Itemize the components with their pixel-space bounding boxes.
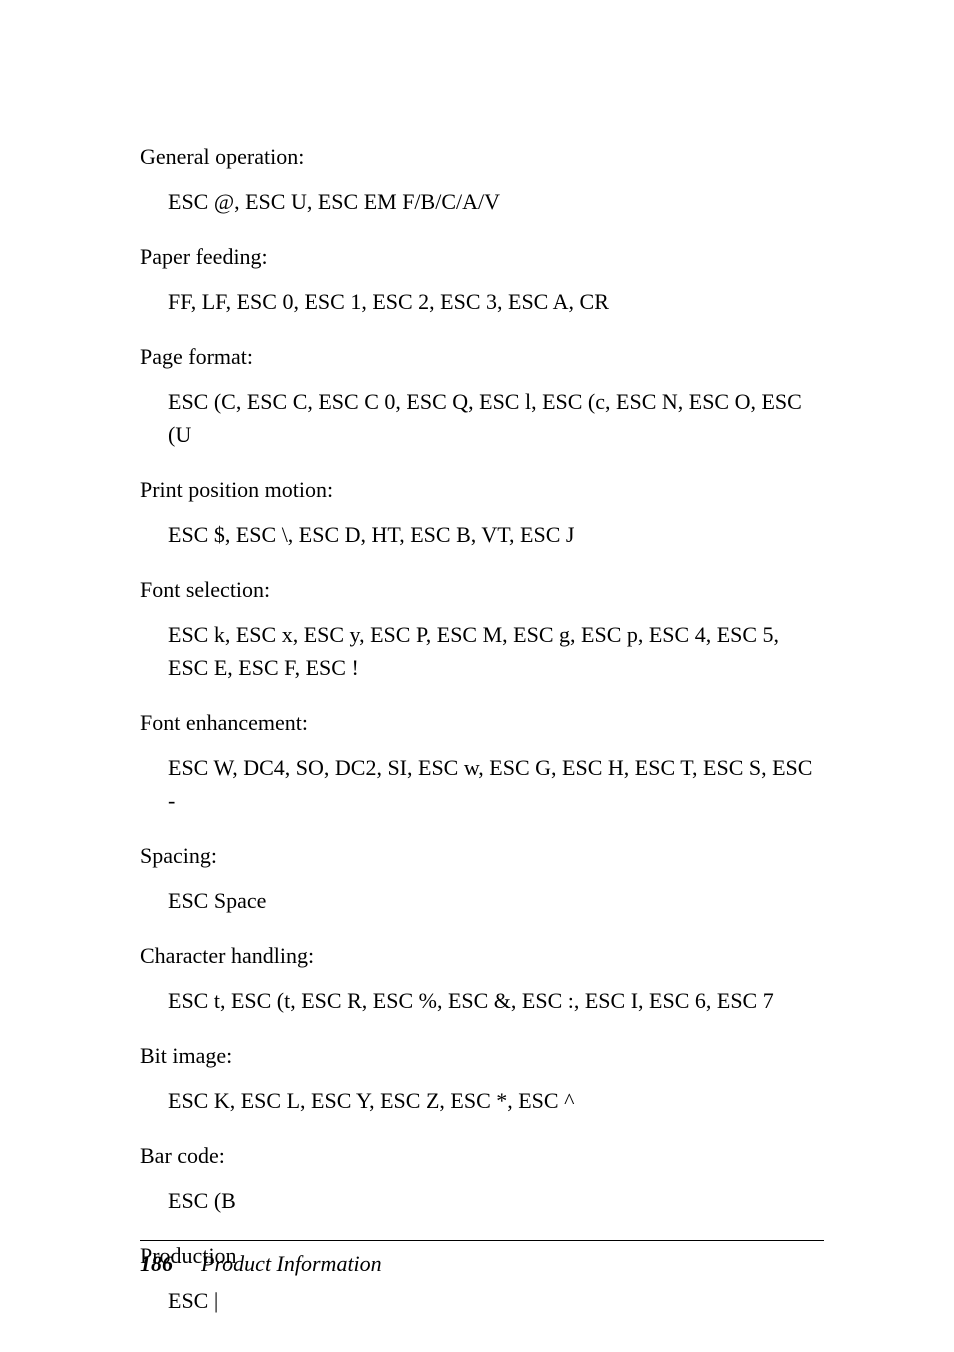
command-list: ESC (C, ESC C, ESC C 0, ESC Q, ESC l, ES… — [140, 385, 824, 451]
footer-section-title: Product Information — [201, 1251, 382, 1277]
command-list: ESC $, ESC \, ESC D, HT, ESC B, VT, ESC … — [140, 518, 824, 551]
command-list: ESC Space — [140, 884, 824, 917]
command-list: ESC | — [140, 1284, 824, 1317]
section-label: Font selection: — [140, 573, 824, 606]
section-label: Bit image: — [140, 1039, 824, 1072]
section-label: Paper feeding: — [140, 240, 824, 273]
command-list: ESC W, DC4, SO, DC2, SI, ESC w, ESC G, E… — [140, 751, 824, 817]
page-footer: 186 Product Information — [140, 1240, 824, 1277]
document-content: General operation: ESC @, ESC U, ESC EM … — [140, 140, 824, 1317]
section-label: Font enhancement: — [140, 706, 824, 739]
section-label: Character handling: — [140, 939, 824, 972]
command-list: ESC K, ESC L, ESC Y, ESC Z, ESC *, ESC ^ — [140, 1084, 824, 1117]
section-label: General operation: — [140, 140, 824, 173]
section-label: Page format: — [140, 340, 824, 373]
section-label: Print position motion: — [140, 473, 824, 506]
command-list: FF, LF, ESC 0, ESC 1, ESC 2, ESC 3, ESC … — [140, 285, 824, 318]
command-list: ESC (B — [140, 1184, 824, 1217]
section-label: Bar code: — [140, 1139, 824, 1172]
command-list: ESC t, ESC (t, ESC R, ESC %, ESC &, ESC … — [140, 984, 824, 1017]
page-number: 186 — [140, 1251, 173, 1277]
command-list: ESC @, ESC U, ESC EM F/B/C/A/V — [140, 185, 824, 218]
command-list: ESC k, ESC x, ESC y, ESC P, ESC M, ESC g… — [140, 618, 824, 684]
section-label: Spacing: — [140, 839, 824, 872]
